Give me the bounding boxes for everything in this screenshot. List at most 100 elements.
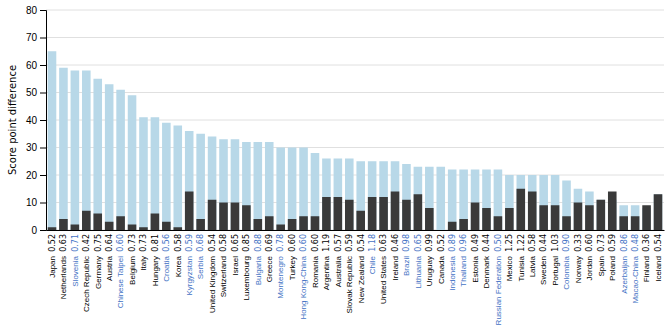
sec-label: 0.54 — [357, 234, 366, 252]
tick-label: Korea — [174, 255, 183, 277]
tick: Slovak Republic — [345, 256, 354, 313]
bar — [242, 142, 251, 230]
sec-label: 0.52 — [48, 234, 57, 252]
grid-line — [46, 92, 664, 93]
bar — [173, 126, 182, 231]
bar — [254, 219, 263, 230]
tick-label: Latvia — [528, 255, 537, 277]
sec-label: 0.60 — [288, 234, 297, 252]
tick: 70 — [26, 32, 46, 43]
tick: Serbia — [196, 255, 205, 279]
sec-label: 0.73 — [597, 234, 606, 252]
bar-series — [48, 189, 663, 230]
grid-line — [46, 175, 664, 176]
tick-mark — [40, 230, 46, 231]
tick-label: Japan — [48, 256, 57, 278]
bar — [71, 225, 80, 231]
tick: Canada — [437, 255, 446, 284]
tick-label: Croatia — [162, 255, 171, 281]
tick-label: Poland — [608, 256, 617, 281]
bar — [288, 148, 297, 231]
bar — [93, 79, 102, 230]
tick: Czech Republic — [82, 256, 91, 312]
bar — [334, 159, 343, 231]
tick: 60 — [26, 60, 46, 71]
tick: Sweden — [539, 256, 548, 285]
tick: Azerbaijan — [619, 256, 628, 294]
sec-label: 0.78 — [276, 234, 285, 252]
tick-label: Australia — [334, 255, 343, 287]
bar — [482, 170, 491, 231]
tick: Hungary — [151, 256, 160, 286]
sec-label: 0.48 — [631, 234, 640, 252]
bars — [48, 51, 663, 230]
bar — [471, 203, 480, 231]
tick-label: 50 — [26, 87, 38, 98]
tick: Russian Federation — [494, 256, 503, 325]
tick-mark — [40, 175, 46, 176]
tick-mark — [40, 93, 46, 94]
bar — [71, 71, 80, 231]
sec-label: 0.96 — [459, 234, 468, 252]
sec-label: 0.68 — [196, 234, 205, 252]
bar — [654, 194, 663, 230]
bar — [82, 211, 91, 230]
bar — [505, 208, 514, 230]
tick: 20 — [26, 170, 46, 181]
bar — [585, 205, 594, 230]
grid-line — [46, 202, 664, 203]
tick-mark — [40, 65, 46, 66]
tick: Norway — [574, 256, 583, 283]
bar — [654, 194, 663, 230]
sec-label: 0.59 — [185, 234, 194, 252]
sec-label: 0.54 — [208, 234, 217, 252]
sec-label: 1.25 — [505, 234, 514, 252]
tick-label: Denmark — [482, 255, 491, 288]
bar — [345, 159, 354, 231]
tick-label: 20 — [26, 170, 38, 181]
tick: Estonia — [471, 255, 480, 282]
bar — [448, 222, 457, 230]
tick-mark — [40, 120, 46, 121]
bar — [208, 200, 217, 230]
tick-mark — [40, 148, 46, 149]
tick-label: Thailand — [459, 256, 468, 287]
sec-label: 0.98 — [402, 234, 411, 252]
bar — [597, 200, 606, 230]
tick-mark — [40, 10, 46, 11]
tick: Finland — [642, 256, 651, 282]
y-axis-title: Score point difference — [7, 65, 18, 175]
tick: Chinese Taipei — [116, 256, 125, 309]
tick-label: Belgium — [128, 256, 137, 285]
grid-line — [46, 147, 664, 148]
bar — [448, 170, 457, 231]
sec-label: 0.89 — [448, 234, 457, 252]
tick: Austria — [105, 255, 114, 280]
bar — [151, 214, 160, 231]
bar — [414, 194, 423, 230]
bar — [471, 170, 480, 231]
tick-label: Canada — [437, 255, 446, 284]
bar — [254, 142, 263, 230]
tick: Montenegro — [276, 255, 285, 298]
tick: Poland — [608, 256, 617, 281]
bar — [494, 216, 503, 230]
tick: Italy — [139, 256, 148, 271]
bar — [105, 222, 114, 230]
bar — [128, 225, 137, 231]
grid-line — [46, 120, 664, 121]
sec-label: 0.73 — [139, 234, 148, 252]
sec-label: 0.88 — [254, 234, 263, 252]
bar — [162, 222, 171, 230]
sec-label: 0.58 — [219, 234, 228, 252]
bar — [356, 161, 365, 230]
sec-label: 1.18 — [368, 234, 377, 252]
tick: Portugal — [551, 256, 560, 286]
tick: Colombia — [562, 255, 571, 289]
bar — [597, 200, 606, 230]
tick-label: Ireland — [391, 256, 400, 280]
tick: Germany — [94, 256, 103, 289]
x-axis: JapanNetherlandsSloveniaCzech RepublicGe… — [47, 231, 665, 326]
tick-label: 80 — [26, 5, 38, 16]
bar — [517, 175, 526, 230]
